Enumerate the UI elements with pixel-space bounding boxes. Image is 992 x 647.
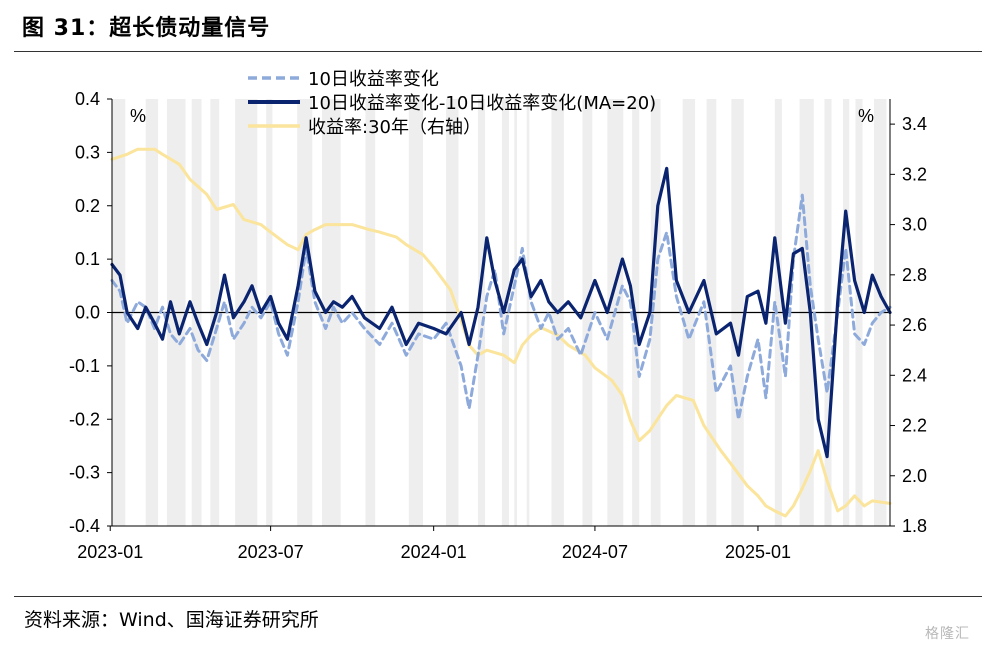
right-tick-label: 2.2 xyxy=(902,416,927,436)
legend-label-2: 收益率:30年（右轴） xyxy=(308,117,481,138)
title-rule xyxy=(14,51,982,52)
x-tick-label: 2024-01 xyxy=(401,542,467,562)
right-tick-label: 3.0 xyxy=(902,215,927,235)
legend-label-1: 10日收益率变化-10日收益率变化(MA=20) xyxy=(308,93,656,114)
right-tick-label: 2.4 xyxy=(902,365,927,385)
left-tick-label: -0.3 xyxy=(69,463,100,483)
right-axis-unit: % xyxy=(858,106,874,126)
left-tick-label: -0.4 xyxy=(69,516,100,536)
x-tick-label: 2023-01 xyxy=(77,542,143,562)
left-tick-label: -0.2 xyxy=(69,409,100,429)
legend: 10日收益率变化 10日收益率变化-10日收益率变化(MA=20) 收益率:30年（… xyxy=(248,69,656,138)
right-axis-ticks: 3.4 3.2 3.0 2.8 2.6 2.4 2.2 2.0 1.8 xyxy=(890,114,927,536)
x-axis-ticks: 2023-01 2023-07 2024-01 2024-07 2025-01 xyxy=(77,526,791,562)
left-tick-label: 0.2 xyxy=(75,196,100,216)
left-tick-label: 0.4 xyxy=(75,89,100,109)
series-layer xyxy=(110,147,892,518)
x-tick-label: 2024-07 xyxy=(562,542,628,562)
watermark: 格隆汇 xyxy=(925,626,970,642)
right-tick-label: 2.6 xyxy=(902,315,927,335)
left-tick-label: 0.0 xyxy=(75,303,100,323)
x-tick-label: 2023-07 xyxy=(238,542,304,562)
right-tick-label: 3.4 xyxy=(902,114,927,134)
right-tick-label: 1.8 xyxy=(902,516,927,536)
right-tick-label: 2.0 xyxy=(902,466,927,486)
right-tick-label: 2.8 xyxy=(902,265,927,285)
series-line-1 xyxy=(110,166,892,459)
source-note: 资料来源：Wind、国海证券研究所 xyxy=(24,609,319,631)
left-tick-label: -0.1 xyxy=(69,356,100,376)
series-line-2 xyxy=(110,147,892,518)
momentum-chart: 0.40.30.20.10.0-0.1-0.2-0.3-0.4 3.43.23.… xyxy=(69,69,927,562)
figure-title: 图 31：超长债动量信号 xyxy=(22,16,271,41)
left-axis-ticks: 0.4 0.3 0.2 0.1 0.0 -0.1 -0.2 -0.3 -0.4 xyxy=(69,89,112,536)
source-rule xyxy=(14,596,982,597)
left-tick-label: 0.1 xyxy=(75,249,100,269)
x-tick-label: 2025-01 xyxy=(725,542,791,562)
left-tick-label: 0.3 xyxy=(75,142,100,162)
legend-label-0: 10日收益率变化 xyxy=(308,69,439,90)
right-tick-label: 3.2 xyxy=(902,164,927,184)
left-axis-unit: % xyxy=(130,106,146,126)
